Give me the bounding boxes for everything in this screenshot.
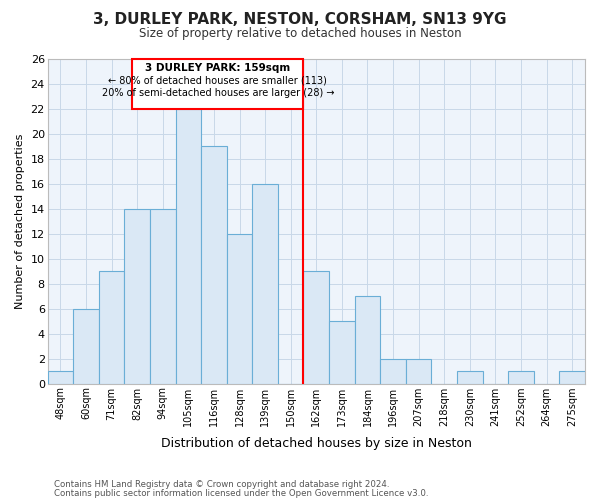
Text: ← 80% of detached houses are smaller (113): ← 80% of detached houses are smaller (11…: [109, 76, 327, 86]
Bar: [99, 271, 124, 384]
Bar: [508, 371, 534, 384]
Bar: [176, 109, 201, 384]
Bar: [304, 271, 329, 384]
Bar: [150, 209, 176, 384]
Text: Contains HM Land Registry data © Crown copyright and database right 2024.: Contains HM Land Registry data © Crown c…: [54, 480, 389, 489]
Bar: [73, 308, 99, 384]
Bar: [355, 296, 380, 384]
Bar: [457, 371, 482, 384]
Text: 20% of semi-detached houses are larger (28) →: 20% of semi-detached houses are larger (…: [101, 88, 334, 99]
Bar: [201, 146, 227, 384]
X-axis label: Distribution of detached houses by size in Neston: Distribution of detached houses by size …: [161, 437, 472, 450]
Bar: [47, 371, 73, 384]
Bar: [253, 184, 278, 384]
Text: Contains public sector information licensed under the Open Government Licence v3: Contains public sector information licen…: [54, 488, 428, 498]
Bar: [329, 321, 355, 384]
FancyBboxPatch shape: [132, 59, 304, 109]
Bar: [559, 371, 585, 384]
Bar: [406, 358, 431, 384]
Bar: [227, 234, 253, 384]
Text: 3 DURLEY PARK: 159sqm: 3 DURLEY PARK: 159sqm: [145, 62, 290, 72]
Text: Size of property relative to detached houses in Neston: Size of property relative to detached ho…: [139, 28, 461, 40]
Text: 3, DURLEY PARK, NESTON, CORSHAM, SN13 9YG: 3, DURLEY PARK, NESTON, CORSHAM, SN13 9Y…: [93, 12, 507, 28]
Bar: [380, 358, 406, 384]
Y-axis label: Number of detached properties: Number of detached properties: [15, 134, 25, 309]
Bar: [124, 209, 150, 384]
